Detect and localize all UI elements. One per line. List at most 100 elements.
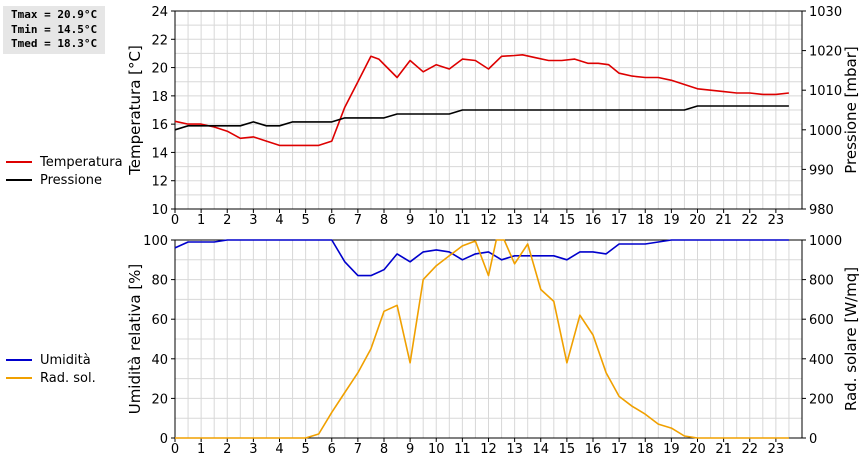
- y2-axis-label: Pressione [mbar]: [842, 46, 860, 174]
- x-tick-label: 14: [532, 213, 549, 228]
- x-tick-label: 12: [480, 213, 497, 228]
- legend-item-radsol: Rad. sol.: [6, 369, 96, 387]
- x-tick-label: 11: [454, 442, 471, 457]
- x-tick-label: 20: [689, 213, 706, 228]
- tmed-stat: Tmed = 18.3°C: [11, 37, 98, 50]
- y2-tick-label: 1010: [809, 84, 842, 99]
- y2-tick-label: 1020: [809, 45, 842, 60]
- x-tick-label: 13: [506, 442, 523, 457]
- x-tick-label: 16: [585, 442, 602, 457]
- x-tick-label: 4: [275, 213, 283, 228]
- y-tick-label: 22: [151, 33, 168, 48]
- y2-tick-label: 200: [809, 392, 834, 407]
- x-tick-label: 15: [559, 442, 576, 457]
- y-tick-label: 24: [151, 5, 168, 20]
- legend-swatch-radsol: [6, 377, 32, 379]
- x-tick-label: 12: [480, 442, 497, 457]
- x-tick-label: 8: [380, 442, 388, 457]
- y2-tick-label: 980: [809, 203, 834, 218]
- x-tick-label: 23: [768, 213, 785, 228]
- x-tick-label: 1: [197, 213, 205, 228]
- series-line-pressione: [174, 105, 789, 131]
- x-tick-label: 3: [249, 442, 257, 457]
- y2-axis-label: Rad. solare [W/mq]: [842, 267, 860, 411]
- y-tick-label: 60: [151, 313, 168, 328]
- tmin-stat: Tmin = 14.5°C: [11, 22, 98, 36]
- chart-0: 0 1 2 3 4 5 6 7 8 9 10 11 12 13 14 15 16 17 18 19 20 21 22 2310…: [126, 5, 860, 228]
- x-tick-label: 20: [689, 442, 706, 457]
- x-tick-label: 21: [715, 213, 732, 228]
- stats-box: Tmax = 20.9°C Tmin = 14.5°C Tmed = 18.3°…: [3, 6, 105, 54]
- y-tick-label: 0: [160, 432, 168, 447]
- x-tick-label: 6: [328, 213, 336, 228]
- x-tick-label: 17: [611, 213, 628, 228]
- y2-tick-label: 1030: [809, 5, 842, 20]
- legend-label-pressione: Pressione: [40, 172, 103, 188]
- y-tick-label: 14: [151, 146, 168, 161]
- y-tick-label: 18: [151, 90, 168, 105]
- x-tick-label: 22: [741, 442, 758, 457]
- x-tick-label: 10: [428, 442, 445, 457]
- x-tick-label: 0: [171, 213, 179, 228]
- legend-swatch-umidita: [6, 359, 32, 361]
- series-line-temperatura: [174, 53, 789, 147]
- x-tick-label: 11: [454, 213, 471, 228]
- x-tick-label: 18: [637, 442, 654, 457]
- x-tick-label: 9: [406, 442, 414, 457]
- x-tick-label: 2: [223, 442, 231, 457]
- x-tick-label: 0: [171, 442, 179, 457]
- x-tick-label: 5: [301, 442, 309, 457]
- legend-item-umidita: Umidità: [6, 351, 96, 369]
- y-tick-label: 20: [151, 62, 168, 77]
- x-tick-label: 21: [715, 442, 732, 457]
- legend-item-pressione: Pressione: [6, 171, 123, 189]
- y-tick-label: 12: [151, 175, 168, 190]
- x-tick-label: 16: [585, 213, 602, 228]
- x-tick-label: 1: [197, 442, 205, 457]
- tmax-stat: Tmax = 20.9°C: [11, 8, 98, 21]
- y-tick-label: 20: [151, 392, 168, 407]
- x-tick-label: 4: [275, 442, 283, 457]
- y2-tick-label: 1000: [809, 234, 842, 249]
- x-tick-label: 18: [637, 213, 654, 228]
- y-axis-label: Temperatura [°C]: [126, 45, 144, 176]
- y-tick-label: 40: [151, 353, 168, 368]
- y-tick-label: 16: [151, 118, 168, 133]
- y-tick-label: 80: [151, 274, 168, 289]
- legend-top: Temperatura Pressione: [6, 153, 123, 189]
- series-line-umidit: [174, 239, 789, 277]
- legend-label-radsol: Rad. sol.: [40, 370, 96, 386]
- x-tick-label: 5: [301, 213, 309, 228]
- legend-swatch-temperatura: [6, 161, 32, 163]
- x-tick-label: 19: [663, 442, 680, 457]
- x-tick-label: 9: [406, 213, 414, 228]
- y2-tick-label: 600: [809, 313, 834, 328]
- x-tick-label: 3: [249, 213, 257, 228]
- x-tick-label: 22: [741, 213, 758, 228]
- x-tick-label: 10: [428, 213, 445, 228]
- chart-1: 0 1 2 3 4 5 6 7 8 9 10 11 12 13 14 15 16 17 18 19 20 21 22 2302…: [126, 234, 860, 457]
- y2-tick-label: 0: [809, 432, 817, 447]
- legend-bottom: Umidità Rad. sol.: [6, 351, 96, 387]
- x-tick-label: 15: [559, 213, 576, 228]
- x-tick-label: 17: [611, 442, 628, 457]
- x-tick-label: 6: [328, 442, 336, 457]
- x-tick-label: 23: [768, 442, 785, 457]
- y2-tick-label: 1000: [809, 124, 842, 139]
- x-tick-label: 14: [532, 442, 549, 457]
- y2-tick-label: 990: [809, 163, 834, 178]
- x-tick-label: 7: [354, 213, 362, 228]
- legend-swatch-pressione: [6, 179, 32, 181]
- y2-tick-label: 400: [809, 353, 834, 368]
- legend-label-umidita: Umidità: [40, 352, 91, 368]
- legend-item-temperatura: Temperatura: [6, 153, 123, 171]
- y-tick-label: 10: [151, 203, 168, 218]
- x-tick-label: 2: [223, 213, 231, 228]
- y-tick-label: 100: [143, 234, 168, 249]
- x-tick-label: 8: [380, 213, 388, 228]
- x-tick-label: 13: [506, 213, 523, 228]
- legend-label-temperatura: Temperatura: [40, 154, 123, 170]
- y-axis-label: Umidità relativa [%]: [126, 264, 144, 415]
- x-tick-label: 19: [663, 213, 680, 228]
